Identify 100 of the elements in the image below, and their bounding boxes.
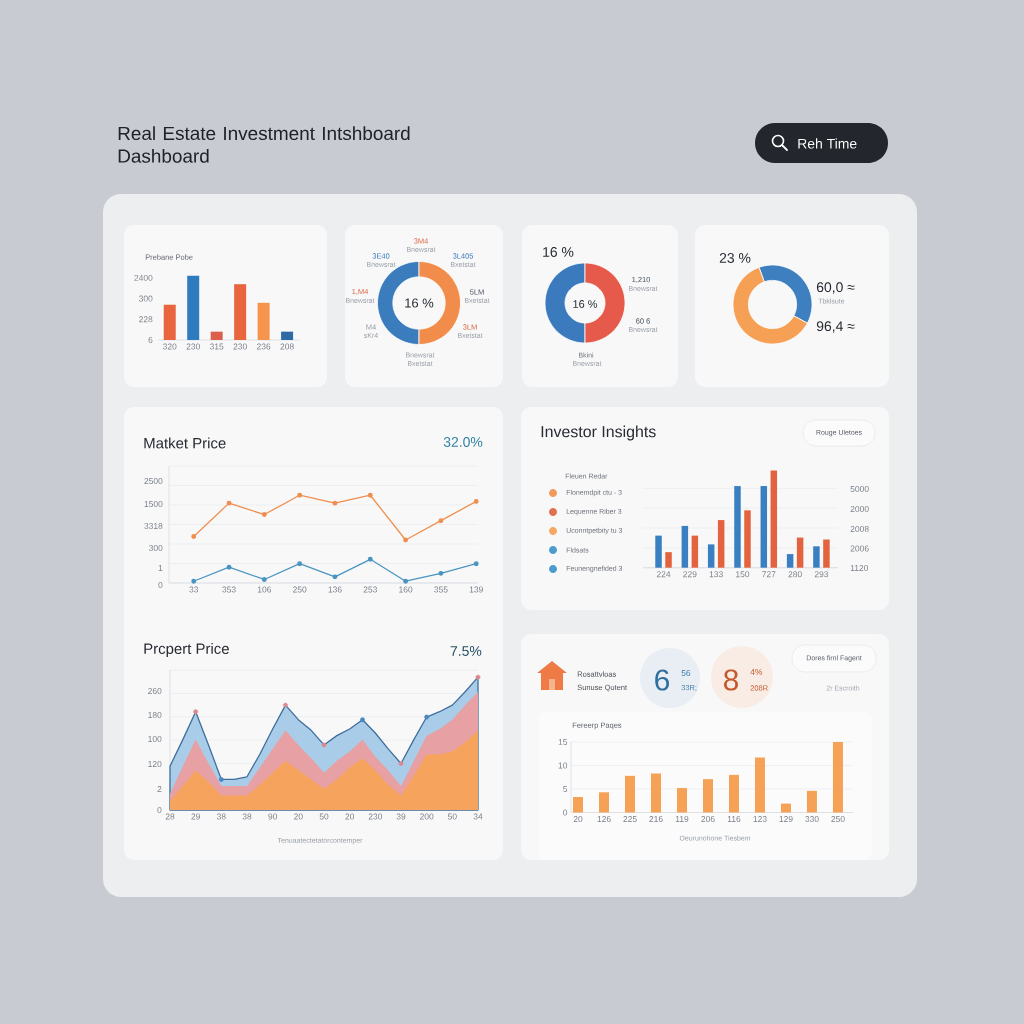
x-tick-label: 106	[257, 586, 272, 593]
x-tick-label: 39	[396, 813, 406, 820]
text: 260	[148, 688, 162, 694]
point	[193, 709, 199, 715]
text: Reh Time	[798, 138, 857, 149]
bar	[187, 275, 200, 340]
bar	[823, 539, 830, 568]
point	[403, 578, 409, 584]
x-tick-label: 355	[434, 586, 448, 593]
point	[218, 777, 224, 782]
bar	[210, 331, 223, 340]
bar	[786, 554, 794, 568]
text: 120	[148, 761, 162, 767]
x-tick-label: 727	[762, 571, 776, 578]
x-tick-label: 293	[814, 571, 829, 578]
y-tick-label: 15	[558, 739, 568, 745]
x-tick-label: 136	[328, 586, 342, 593]
text: 100	[148, 736, 162, 742]
x-tick-label: 38	[242, 813, 252, 820]
x-tick-label: 216	[649, 816, 663, 823]
point	[226, 564, 232, 570]
text: 16 %	[573, 300, 598, 308]
data-label: 96,4 ≈	[816, 321, 855, 333]
text: 2	[157, 786, 162, 792]
text: Real Estate Investment Intshboard Dashboard	[118, 126, 410, 163]
point	[475, 674, 481, 680]
bar	[707, 544, 715, 568]
point	[360, 717, 365, 723]
text: 2000	[850, 506, 869, 512]
x-tick-label: 229	[683, 571, 697, 578]
x-tick-label: 206	[701, 816, 715, 823]
bar	[796, 537, 804, 568]
bar	[573, 796, 584, 813]
bar	[754, 757, 765, 813]
text: 3318	[144, 523, 163, 529]
text: 300	[149, 545, 163, 551]
chart-title: Matket Price	[144, 437, 226, 449]
text: 0	[158, 582, 163, 588]
bar	[676, 788, 687, 813]
bar	[744, 510, 751, 568]
bar	[702, 779, 713, 813]
x-tick-label: 126	[597, 816, 611, 823]
x-tick-label: 50	[447, 813, 457, 820]
text: 5000	[850, 486, 869, 492]
text: 7.5%	[450, 646, 482, 656]
point	[473, 498, 479, 504]
text: 6	[148, 337, 153, 343]
data-label: 60,0 ≈	[816, 282, 855, 294]
text: 1	[158, 565, 163, 571]
chart-title: 16 %	[543, 247, 574, 257]
x-tick-label: 225	[623, 816, 637, 823]
bar	[257, 302, 270, 340]
bar	[734, 486, 741, 568]
text: 2400	[134, 274, 153, 281]
bar	[760, 486, 768, 568]
x-tick-label: 20	[345, 813, 355, 820]
x-tick-label: 280	[788, 571, 802, 578]
x-tick-label: 236	[256, 343, 271, 350]
point	[261, 577, 267, 582]
x-tick-label: 200	[420, 813, 434, 820]
point	[473, 561, 479, 567]
x-tick-label: 90	[268, 813, 278, 820]
text: 0	[157, 807, 162, 813]
chart-title: Prcpert Price	[144, 643, 229, 657]
bar	[655, 535, 662, 568]
x-tick-label: 330	[805, 816, 819, 823]
x-tick-label: 230	[186, 343, 200, 350]
bar	[770, 470, 778, 568]
x-tick-label: 133	[709, 571, 723, 578]
x-tick-label: 230	[233, 343, 247, 350]
x-tick-label: 315	[209, 343, 224, 350]
x-tick-label: 230	[368, 813, 383, 820]
x-tick-label: 119	[675, 816, 689, 823]
text: 32.0%	[443, 437, 483, 447]
chart-title: 23 %	[719, 253, 751, 263]
x-tick-label: 123	[753, 816, 767, 823]
point	[261, 512, 267, 517]
y-tick-label: 5	[563, 786, 568, 792]
point	[367, 556, 373, 562]
x-tick-label: 353	[222, 586, 236, 593]
bar	[728, 774, 739, 813]
text: 1120	[850, 565, 869, 571]
point	[332, 574, 338, 580]
y-tick-label: 0	[563, 809, 568, 816]
x-tick-label: 250	[831, 816, 845, 823]
text: 16 %	[405, 298, 434, 308]
text: 2500	[144, 478, 163, 484]
bar	[599, 792, 610, 813]
bar	[717, 520, 725, 568]
point	[367, 492, 373, 498]
x-tick-label: 29	[191, 813, 200, 820]
x-tick-label: 33	[189, 586, 199, 593]
x-tick-label: 224	[656, 571, 671, 578]
x-tick-label: 208	[280, 343, 294, 350]
point	[297, 561, 303, 567]
text: 2006	[850, 545, 869, 552]
point	[438, 570, 444, 576]
point	[297, 492, 303, 498]
bar	[665, 552, 672, 568]
text: 6	[655, 669, 670, 691]
